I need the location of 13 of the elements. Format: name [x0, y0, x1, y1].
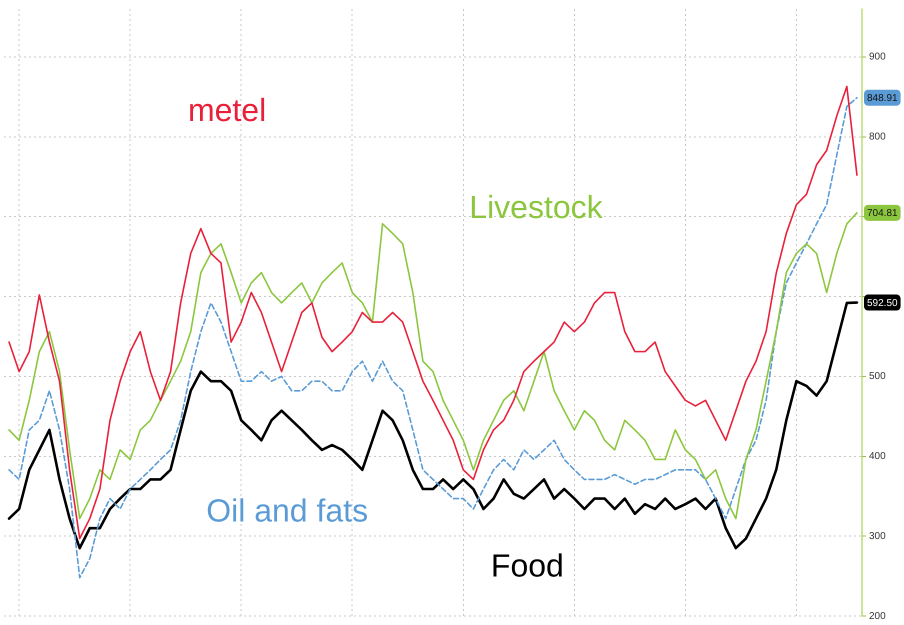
y-tick-label: 200	[869, 610, 886, 622]
data-label: 592.50	[867, 298, 898, 309]
y-tick-label: 300	[869, 530, 886, 542]
y-tick-label: 400	[869, 451, 886, 462]
series-label: Oil and fats	[206, 492, 368, 529]
y-tick-label: 800	[869, 132, 886, 143]
text: metel	[188, 92, 266, 128]
series-label: Food	[490, 547, 564, 584]
data-label: 704.81	[867, 208, 898, 220]
data-label: 848.91	[867, 92, 898, 104]
y-tick-label: 900	[869, 52, 886, 63]
text: Livestock	[469, 189, 604, 226]
y-tick-label: 500	[869, 371, 886, 382]
